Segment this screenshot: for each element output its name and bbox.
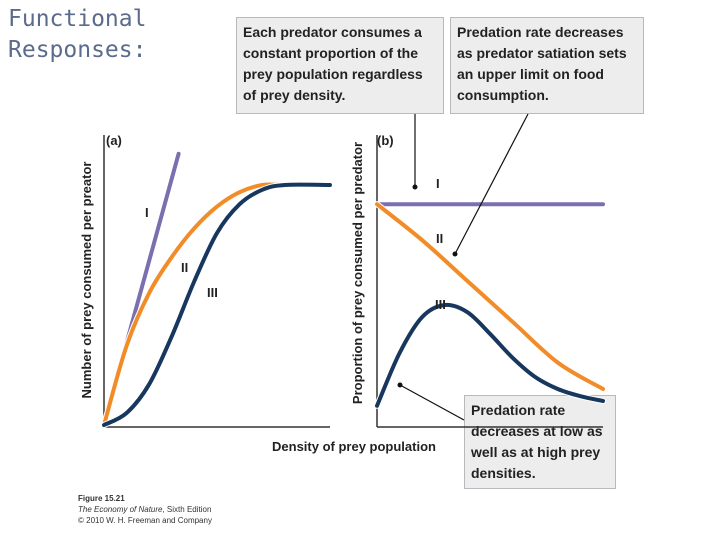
panel-b-label-type-iii: III	[435, 297, 446, 312]
x-axis-label: Density of prey population	[272, 439, 436, 454]
leader-type-i-dot	[412, 184, 418, 190]
leader-type-iii	[399, 384, 465, 421]
panel-a-series-type-iii	[102, 182, 332, 427]
caption-figure-number: Figure 15.21	[78, 494, 125, 503]
caption-copyright: © 2010 W. H. Freeman and Company	[78, 516, 212, 525]
panel-a-y-axis-label: Number of prey consumed per preator	[79, 162, 94, 399]
caption-book: The Economy of Nature, Sixth Edition	[78, 504, 212, 515]
caption-book-edition: , Sixth Edition	[162, 505, 212, 514]
leader-type-ii-dot	[452, 251, 458, 257]
panel-a-label: (a)	[106, 133, 122, 148]
callout-type-i: Each predator consumes a constant propor…	[236, 17, 444, 114]
panel-a-label-type-iii: III	[207, 285, 218, 300]
panel-b-label: (b)	[377, 133, 394, 148]
figure-caption: Figure 15.21 The Economy of Nature, Sixt…	[78, 493, 212, 526]
leader-type-ii	[454, 113, 529, 255]
leader-type-iii-dot	[397, 382, 403, 388]
panel-b-series-type-ii	[375, 202, 605, 391]
panel-a-series	[101, 150, 333, 428]
panel-b-axes	[376, 135, 603, 428]
panel-b-label-type-ii: II	[436, 231, 443, 246]
panel-a-axes	[103, 135, 330, 428]
panel-b-label-type-i: I	[436, 176, 440, 191]
panel-a-label-type-ii: II	[181, 260, 188, 275]
panel-a-label-type-i: I	[145, 205, 149, 220]
panel-b-y-axis-label: Proportion of prey consumed per predator	[350, 142, 365, 404]
panel-b-series-type-iii	[375, 302, 605, 408]
callout-type-ii: Predation rate decreases as predator sat…	[450, 17, 644, 114]
slide-title: Functional Responses:	[8, 6, 147, 63]
panel-b-series	[374, 201, 606, 409]
caption-book-title: The Economy of Nature	[78, 505, 163, 514]
callout-type-iii: Predation rate decreases at low as well …	[464, 395, 616, 489]
callout-leader-lines	[397, 113, 529, 421]
